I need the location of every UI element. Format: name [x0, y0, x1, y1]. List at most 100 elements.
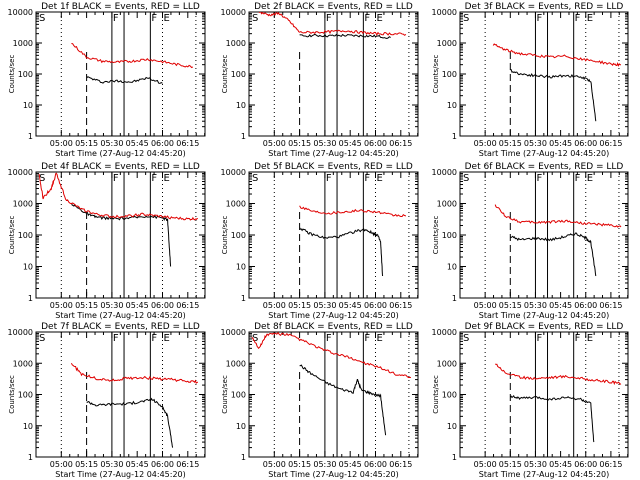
y-tick-label: 1 [241, 453, 246, 462]
y-tick-label: 1000 [226, 200, 246, 209]
marker-letter: F [536, 13, 542, 24]
y-axis-label: Counts/sec [8, 375, 16, 414]
marker-letter: S [39, 13, 45, 24]
marker-letter: E [376, 173, 382, 184]
marker-letter: S [252, 13, 258, 24]
y-tick-label: 1 [241, 132, 246, 141]
y-tick-label: 10 [447, 422, 457, 431]
y-tick-label: 1000 [13, 200, 33, 209]
x-tick-label: 05:00 [263, 139, 286, 148]
y-tick-label: 10000 [432, 168, 457, 177]
y-tick-label: 1 [28, 294, 33, 303]
y-axis-label: Counts/sec [432, 55, 440, 94]
y-axis-label: Counts/sec [432, 375, 440, 414]
x-tick-label: 06:15 [389, 139, 412, 148]
panel-title: Det 1f BLACK = Events, RED = LLD [41, 2, 200, 12]
x-tick-label: 05:15 [75, 139, 98, 148]
x-tick-label: 05:45 [339, 460, 362, 469]
detector-panel-7: Det 7f BLACK = Events, RED = LLD 1 10 100 10… [8, 322, 206, 479]
events-series-line [509, 394, 595, 443]
x-tick-label: 05:45 [126, 301, 149, 310]
x-tick-label: 05:45 [339, 139, 362, 148]
marker-letter: F [326, 173, 332, 184]
x-tick-label: 06:00 [364, 301, 387, 310]
panel-title: Det 4f BLACK = Events, RED = LLD [41, 162, 200, 172]
x-axis-label: Start Time (27-Aug-12 04:45:20) [268, 311, 399, 320]
x-tick-label: 06:00 [151, 460, 174, 469]
x-tick-label: 05:30 [100, 301, 123, 310]
y-tick-label: 100 [442, 231, 457, 240]
lld-series-line [71, 43, 194, 69]
x-tick-label: 06:00 [364, 139, 387, 148]
x-tick-label: 06:00 [574, 301, 597, 310]
marker-letter: F [113, 173, 119, 184]
y-tick-label: 100 [18, 391, 33, 400]
y-axis-label: Counts/sec [221, 55, 229, 94]
lld-series-line [38, 172, 199, 221]
y-tick-label: 10 [447, 263, 457, 272]
panel-title: Det 5f BLACK = Events, RED = LLD [254, 162, 413, 172]
plot-frame [248, 331, 419, 458]
marker-letter: E [376, 333, 382, 344]
x-tick-label: 05:00 [50, 301, 73, 310]
y-tick-label: 10 [23, 422, 33, 431]
plot-frame [248, 171, 419, 299]
x-tick-label: 05:00 [474, 139, 497, 148]
y-tick-label: 10 [236, 263, 246, 272]
x-axis-label: Start Time (27-Aug-12 04:45:20) [55, 311, 186, 320]
x-axis-label: Start Time (27-Aug-12 04:45:20) [55, 470, 186, 479]
events-series-line [509, 232, 597, 277]
y-tick-label: 100 [18, 231, 33, 240]
x-tick-label: 06:15 [176, 460, 199, 469]
x-tick-label: 05:30 [313, 301, 336, 310]
x-tick-label: 05:45 [339, 301, 362, 310]
marker-letter: S [39, 173, 45, 184]
marker-letter: F [151, 333, 157, 344]
x-tick-label: 05:45 [549, 460, 572, 469]
y-tick-label: 1000 [226, 39, 246, 48]
marker-letter: S [39, 333, 45, 344]
panel-title: Det 6f BLACK = Events, RED = LLD [465, 162, 624, 172]
detector-panel-4: Det 4f BLACK = Events, RED = LLD 1 10 100 10… [8, 162, 206, 320]
y-tick-label: 10000 [221, 168, 246, 177]
detector-panel-9: Det 9f BLACK = Events, RED = LLD 1 10 100 10… [432, 322, 629, 479]
x-tick-label: 06:15 [389, 460, 412, 469]
marker-letter: F [113, 333, 119, 344]
x-tick-label: 06:15 [599, 139, 622, 148]
events-series-line [86, 76, 163, 84]
plot-frame [459, 171, 629, 299]
plot-frame [459, 11, 629, 137]
marker-letter: E [587, 13, 593, 24]
detector-panel-6: Det 6f BLACK = Events, RED = LLD 1 10 100 10… [432, 162, 629, 320]
lld-series-line [251, 332, 411, 379]
detector-panel-2: Det 2f BLACK = Events, RED = LLD 1 10 100 10… [221, 2, 419, 158]
y-tick-label: 10 [236, 422, 246, 431]
x-tick-label: 05:15 [288, 139, 311, 148]
y-tick-label: 1 [452, 132, 457, 141]
x-tick-label: 05:45 [549, 139, 572, 148]
marker-letter: E [587, 333, 593, 344]
x-tick-label: 06:00 [364, 460, 387, 469]
detector-panel-5: Det 5f BLACK = Events, RED = LLD 1 10 100 10… [221, 162, 419, 320]
events-series-line [299, 227, 384, 277]
detector-panel-1: Det 1f BLACK = Events, RED = LLD 1 10 100 10… [8, 2, 206, 158]
x-tick-label: 06:15 [176, 301, 199, 310]
y-tick-label: 10 [447, 101, 457, 110]
y-axis-label: Counts/sec [432, 216, 440, 255]
marker-letter: F [364, 333, 370, 344]
y-tick-label: 1 [241, 294, 246, 303]
x-tick-label: 05:30 [313, 139, 336, 148]
y-tick-label: 100 [442, 391, 457, 400]
y-tick-label: 10000 [8, 328, 33, 337]
y-tick-label: 10000 [221, 328, 246, 337]
x-tick-label: 05:00 [263, 460, 286, 469]
y-tick-label: 10000 [8, 168, 33, 177]
x-tick-label: 05:45 [126, 460, 149, 469]
x-tick-label: 06:00 [151, 139, 174, 148]
marker-letter: F [536, 173, 542, 184]
x-tick-label: 06:15 [599, 460, 622, 469]
x-axis-label: Start Time (27-Aug-12 04:45:20) [479, 149, 610, 158]
x-tick-label: 05:00 [50, 139, 73, 148]
panel-title: Det 9f BLACK = Events, RED = LLD [465, 322, 624, 332]
x-tick-label: 05:45 [126, 139, 149, 148]
